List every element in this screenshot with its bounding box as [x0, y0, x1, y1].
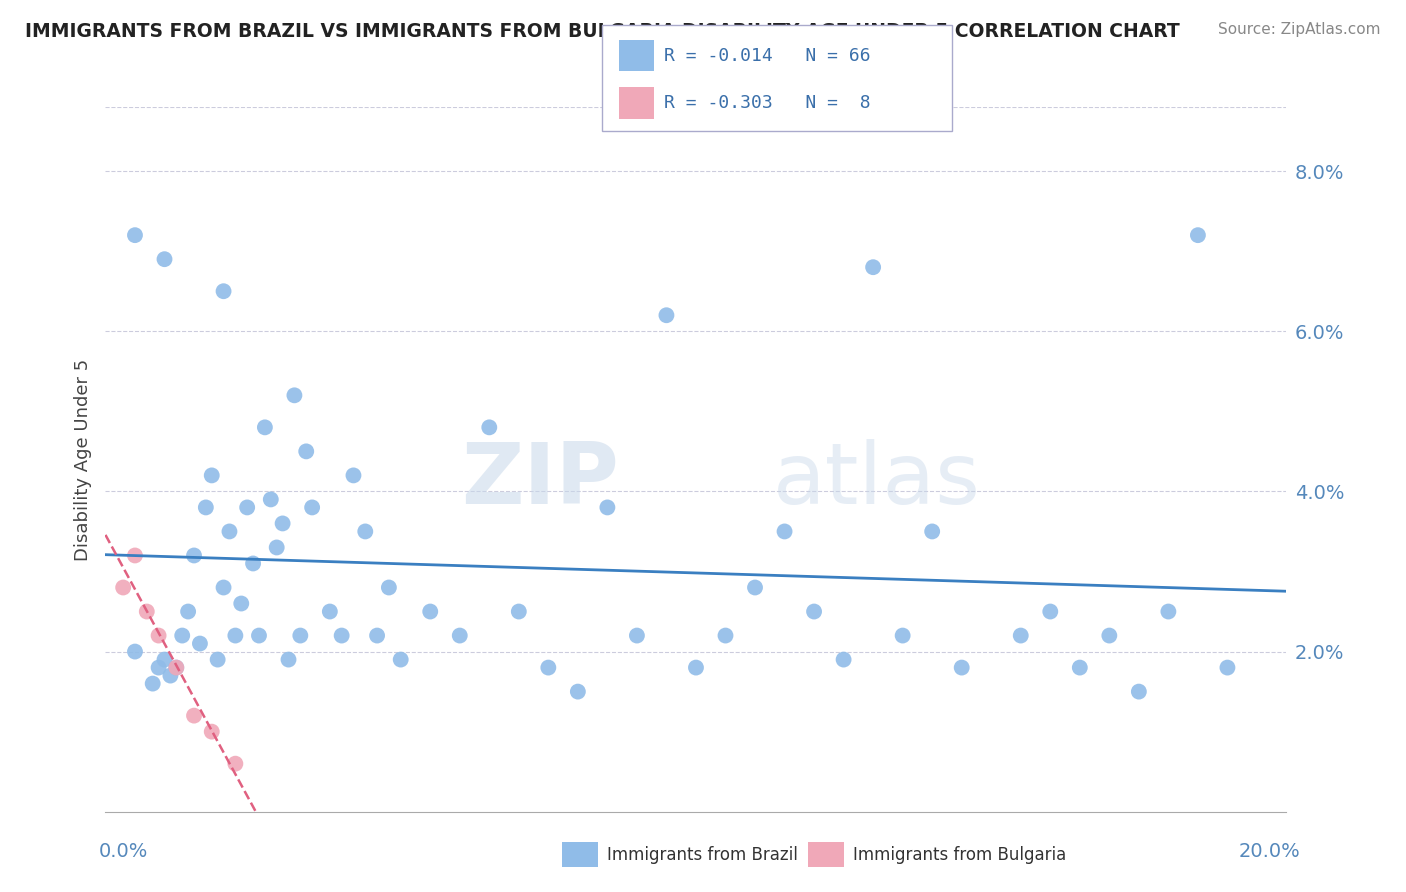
Text: 0.0%: 0.0% [98, 842, 148, 862]
Point [685, 660, 707, 674]
Point [508, 605, 530, 619]
Point [188, 636, 211, 650]
Point [478, 420, 501, 434]
Text: atlas: atlas [773, 439, 981, 522]
Point [124, 549, 146, 563]
Point [231, 597, 253, 611]
Point [567, 684, 589, 698]
Point [236, 500, 259, 515]
Point [714, 628, 737, 642]
Text: R = -0.303   N =  8: R = -0.303 N = 8 [664, 94, 870, 112]
Point [626, 628, 648, 642]
Point [212, 581, 235, 595]
Point [319, 605, 342, 619]
Point [921, 524, 943, 539]
Point [1069, 660, 1091, 674]
Point [148, 628, 170, 642]
Point [271, 516, 294, 531]
Point [135, 605, 157, 619]
Point [159, 668, 181, 682]
Point [366, 628, 388, 642]
Point [655, 308, 678, 322]
Text: ZIP: ZIP [461, 439, 619, 522]
Point [354, 524, 377, 539]
Point [342, 468, 364, 483]
Point [1039, 605, 1062, 619]
Point [891, 628, 914, 642]
Point [266, 541, 288, 555]
Point [148, 660, 170, 674]
Point [389, 652, 412, 666]
Point [950, 660, 973, 674]
Point [183, 708, 205, 723]
Point [153, 652, 176, 666]
Point [224, 756, 246, 771]
Point [419, 605, 441, 619]
Point [142, 676, 165, 690]
Point [124, 228, 146, 243]
Point [1187, 228, 1209, 243]
Point [112, 581, 135, 595]
Point [1098, 628, 1121, 642]
Point [218, 524, 240, 539]
Point [1216, 660, 1239, 674]
Point [253, 420, 276, 434]
Text: Immigrants from Bulgaria: Immigrants from Bulgaria [853, 846, 1067, 863]
Text: Immigrants from Brazil: Immigrants from Brazil [607, 846, 799, 863]
Point [247, 628, 270, 642]
Point [260, 492, 283, 507]
Point [1010, 628, 1032, 642]
Point [153, 252, 176, 267]
Point [183, 549, 205, 563]
Point [1128, 684, 1150, 698]
Point [301, 500, 323, 515]
Y-axis label: Disability Age Under 5: Disability Age Under 5 [73, 359, 91, 560]
Point [330, 628, 353, 642]
Point [207, 652, 229, 666]
Text: IMMIGRANTS FROM BRAZIL VS IMMIGRANTS FROM BULGARIA DISABILITY AGE UNDER 5 CORREL: IMMIGRANTS FROM BRAZIL VS IMMIGRANTS FRO… [25, 22, 1180, 41]
Point [773, 524, 796, 539]
Point [201, 468, 224, 483]
Point [378, 581, 401, 595]
Point [449, 628, 471, 642]
Point [172, 628, 194, 642]
Point [832, 652, 855, 666]
Point [283, 388, 305, 402]
Point [224, 628, 246, 642]
Point [277, 652, 299, 666]
Point [177, 605, 200, 619]
Point [242, 557, 264, 571]
Text: R = -0.014   N = 66: R = -0.014 N = 66 [664, 46, 870, 65]
Point [537, 660, 560, 674]
Point [194, 500, 217, 515]
Text: 20.0%: 20.0% [1239, 842, 1301, 862]
Point [201, 724, 224, 739]
Point [803, 605, 825, 619]
Point [862, 260, 884, 275]
Point [290, 628, 312, 642]
Point [124, 644, 146, 658]
Point [165, 660, 187, 674]
Text: Source: ZipAtlas.com: Source: ZipAtlas.com [1218, 22, 1381, 37]
Point [1157, 605, 1180, 619]
Point [165, 660, 187, 674]
Point [295, 444, 318, 458]
Point [596, 500, 619, 515]
Point [744, 581, 766, 595]
Point [212, 284, 235, 298]
